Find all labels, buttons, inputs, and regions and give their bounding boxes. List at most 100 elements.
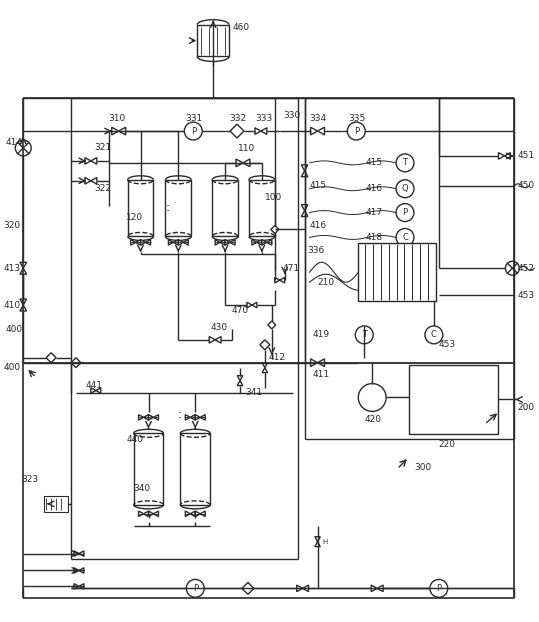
- Text: 330: 330: [284, 111, 301, 119]
- Text: 110: 110: [238, 144, 255, 154]
- Polygon shape: [190, 415, 195, 420]
- Polygon shape: [154, 511, 158, 516]
- Polygon shape: [230, 239, 235, 245]
- Text: T: T: [403, 159, 407, 167]
- Text: 335: 335: [348, 114, 365, 123]
- Text: 332: 332: [229, 114, 246, 123]
- Text: :: :: [165, 201, 170, 214]
- Circle shape: [184, 122, 202, 140]
- Polygon shape: [209, 337, 215, 343]
- Text: 460: 460: [233, 23, 250, 32]
- Text: 331: 331: [185, 114, 203, 123]
- Text: :: :: [177, 408, 182, 421]
- Text: P: P: [192, 584, 198, 593]
- Polygon shape: [71, 358, 81, 368]
- Polygon shape: [243, 159, 250, 167]
- Polygon shape: [260, 340, 270, 350]
- Text: 220: 220: [439, 440, 456, 448]
- Polygon shape: [237, 381, 243, 386]
- Polygon shape: [301, 205, 308, 211]
- Polygon shape: [200, 415, 205, 420]
- Polygon shape: [154, 415, 158, 420]
- Polygon shape: [91, 388, 96, 393]
- Text: 410: 410: [3, 300, 20, 310]
- Polygon shape: [190, 511, 195, 516]
- Text: 419: 419: [313, 330, 330, 340]
- Polygon shape: [79, 583, 84, 589]
- Polygon shape: [215, 337, 221, 343]
- Polygon shape: [74, 568, 79, 573]
- Text: 336: 336: [308, 246, 325, 255]
- Text: C: C: [402, 233, 408, 242]
- Polygon shape: [280, 277, 285, 283]
- Polygon shape: [268, 321, 276, 329]
- Text: 334: 334: [309, 114, 327, 123]
- Polygon shape: [262, 368, 267, 373]
- Text: 413: 413: [3, 264, 20, 273]
- Text: 100: 100: [265, 193, 282, 202]
- Polygon shape: [149, 511, 154, 516]
- Polygon shape: [225, 239, 230, 245]
- Polygon shape: [296, 585, 302, 592]
- Polygon shape: [200, 511, 205, 516]
- Text: 441: 441: [86, 381, 103, 390]
- Polygon shape: [139, 415, 143, 420]
- Text: 412: 412: [269, 353, 286, 362]
- Polygon shape: [195, 511, 200, 516]
- Text: 430: 430: [210, 323, 227, 332]
- Polygon shape: [242, 582, 254, 595]
- Polygon shape: [267, 239, 272, 245]
- Bar: [128, 180, 154, 236]
- Circle shape: [396, 203, 414, 221]
- Bar: [165, 180, 191, 236]
- Polygon shape: [130, 239, 136, 245]
- Circle shape: [186, 580, 204, 597]
- Polygon shape: [505, 152, 510, 159]
- Polygon shape: [119, 128, 126, 135]
- Polygon shape: [74, 583, 79, 589]
- Text: 440: 440: [127, 435, 144, 443]
- Text: P: P: [403, 208, 407, 217]
- Text: 340: 340: [134, 485, 151, 493]
- Polygon shape: [143, 511, 149, 516]
- Text: T: T: [362, 330, 367, 340]
- Text: 471: 471: [283, 264, 300, 273]
- Text: 400: 400: [3, 363, 20, 372]
- Polygon shape: [143, 415, 149, 420]
- Polygon shape: [178, 239, 183, 245]
- Polygon shape: [262, 239, 267, 245]
- Text: P: P: [191, 126, 196, 136]
- Circle shape: [355, 326, 373, 344]
- Text: 450: 450: [517, 181, 535, 190]
- Polygon shape: [85, 177, 91, 184]
- Text: H: H: [322, 539, 328, 545]
- Text: 321: 321: [94, 144, 111, 152]
- Polygon shape: [301, 171, 308, 177]
- Circle shape: [430, 580, 448, 597]
- Text: 417: 417: [365, 208, 382, 217]
- Text: 411: 411: [313, 370, 330, 379]
- Polygon shape: [46, 353, 56, 363]
- Polygon shape: [310, 359, 317, 366]
- Text: 451: 451: [517, 151, 535, 160]
- Polygon shape: [275, 277, 280, 283]
- Text: 415: 415: [365, 159, 382, 167]
- Text: 453: 453: [517, 290, 535, 300]
- Text: P: P: [436, 584, 441, 593]
- Text: 322: 322: [94, 184, 111, 193]
- Polygon shape: [499, 152, 505, 159]
- Circle shape: [347, 122, 365, 140]
- Text: 300: 300: [414, 463, 431, 471]
- Polygon shape: [20, 305, 26, 311]
- Polygon shape: [79, 551, 84, 556]
- Text: 452: 452: [517, 264, 534, 273]
- Bar: [409, 364, 499, 434]
- Text: 420: 420: [364, 415, 381, 424]
- Text: 320: 320: [3, 221, 20, 230]
- Polygon shape: [257, 239, 262, 245]
- Polygon shape: [146, 239, 150, 245]
- Polygon shape: [317, 128, 324, 135]
- Polygon shape: [215, 239, 220, 245]
- Polygon shape: [74, 551, 79, 556]
- Polygon shape: [168, 239, 174, 245]
